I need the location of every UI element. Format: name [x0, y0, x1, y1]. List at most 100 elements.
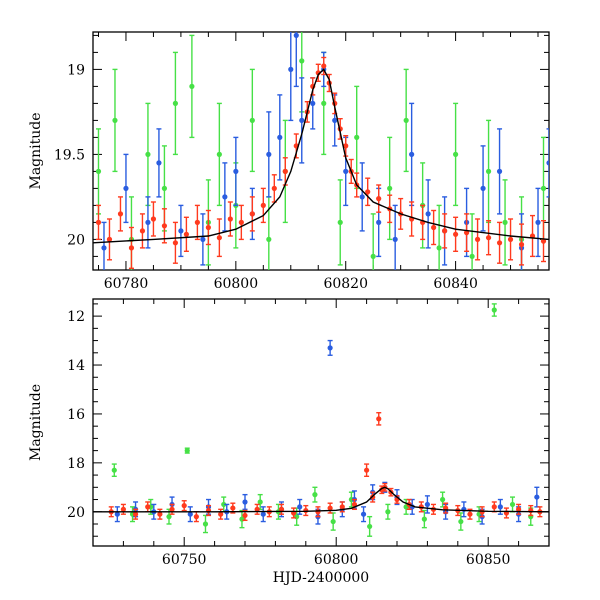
data-point: [421, 516, 427, 522]
x-tick-label: 60780: [104, 276, 149, 292]
data-point: [166, 514, 172, 520]
data-point: [327, 505, 333, 511]
data-point: [469, 253, 475, 259]
ticks: [92, 299, 550, 546]
data-point: [321, 63, 327, 69]
x-tick-label: 60840: [433, 276, 478, 292]
data-point: [474, 236, 481, 242]
y-axis-title: Magnitude: [28, 384, 44, 461]
data-point: [193, 514, 199, 520]
data-point: [120, 506, 126, 512]
data-point: [221, 501, 227, 508]
data-point: [424, 501, 430, 508]
data-point: [260, 202, 266, 208]
data-layer: [93, 303, 549, 537]
data-point: [128, 245, 135, 251]
data-point: [181, 503, 187, 509]
data-point: [150, 216, 157, 222]
data-point: [222, 194, 228, 200]
data-point: [327, 345, 333, 351]
data-point: [540, 185, 547, 191]
data-point: [367, 523, 373, 530]
data-point: [288, 66, 294, 72]
data-point: [496, 168, 503, 174]
data-point: [507, 236, 514, 242]
data-point: [194, 219, 200, 225]
series-2: [95, 32, 547, 270]
data-point: [254, 506, 260, 512]
data-point: [299, 58, 305, 64]
data-point: [249, 117, 255, 123]
data-point: [183, 231, 189, 237]
data-point: [106, 236, 113, 242]
data-point: [187, 511, 193, 517]
data-point: [485, 168, 492, 174]
data-point: [339, 504, 345, 510]
axes-frame: [92, 298, 550, 547]
y-tick-label: 16: [67, 407, 85, 423]
data-point: [431, 224, 437, 231]
data-point: [101, 245, 107, 251]
data-layer: [93, 32, 549, 270]
data-point: [266, 151, 272, 157]
data-point: [453, 151, 459, 157]
data-point: [123, 185, 129, 191]
data-point: [502, 219, 508, 225]
data-point: [497, 504, 503, 510]
data-point: [337, 219, 343, 225]
y-tick-label: 14: [67, 358, 85, 374]
data-point: [282, 168, 288, 174]
data-point: [184, 448, 190, 454]
data-point: [114, 511, 120, 517]
data-point: [518, 241, 525, 248]
data-point: [343, 168, 349, 174]
data-point: [202, 521, 209, 527]
axes-frame: [92, 31, 550, 271]
data-point: [278, 506, 285, 512]
y-tick-label: 19: [67, 62, 85, 78]
data-point: [161, 223, 168, 229]
data-point: [156, 160, 162, 166]
data-point: [485, 235, 492, 241]
data-point: [332, 117, 338, 123]
data-point: [303, 507, 309, 514]
data-point: [392, 236, 398, 242]
data-point: [365, 189, 371, 195]
data-point: [491, 307, 497, 313]
data-point: [330, 518, 336, 525]
data-point: [249, 211, 255, 217]
series-1: [101, 32, 549, 270]
series-0: [108, 412, 543, 523]
data-point: [351, 501, 358, 508]
data-point: [376, 219, 382, 225]
y-tick-label: 19.5: [54, 147, 85, 163]
data-point: [343, 143, 349, 149]
data-point: [139, 228, 146, 234]
data-point: [145, 504, 151, 510]
data-point: [364, 467, 370, 473]
data-point: [260, 511, 266, 517]
x-tick-label: 60800: [214, 276, 259, 292]
data-point: [297, 504, 303, 510]
panel-bottom: 60750 60800 60850 12 14 16 18 20 Magnitude HJD-24…: [28, 298, 550, 586]
data-point: [385, 509, 391, 515]
data-point: [540, 238, 547, 244]
data-point: [370, 253, 376, 259]
x-tick-label: 60750: [162, 552, 207, 568]
data-point: [360, 511, 367, 517]
data-point: [117, 211, 124, 217]
data-point: [436, 245, 442, 251]
data-point: [535, 219, 541, 225]
data-point: [321, 100, 327, 106]
data-point: [132, 511, 139, 517]
data-point: [299, 117, 305, 123]
data-point: [403, 117, 409, 123]
data-point: [242, 499, 248, 505]
data-point: [516, 506, 522, 512]
y-tick-label: 20: [67, 232, 85, 248]
data-point: [509, 501, 516, 508]
data-point: [205, 224, 211, 231]
data-point: [178, 228, 184, 234]
data-point: [161, 185, 168, 191]
